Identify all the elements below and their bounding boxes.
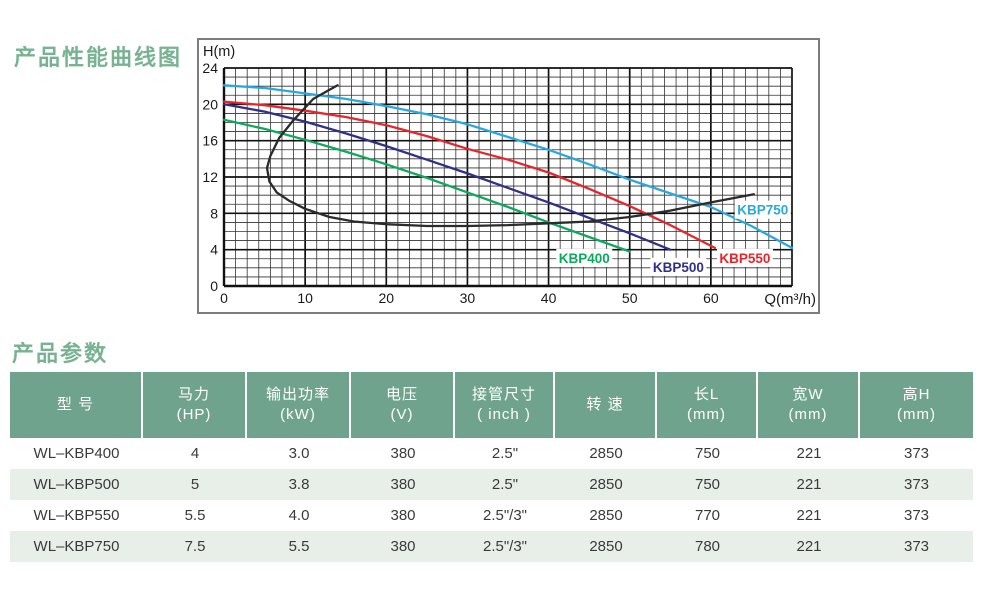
y-axis-title: H(m) xyxy=(203,44,235,60)
curve-label-bg xyxy=(734,200,791,219)
table-row: WL–KBP750 7.5 5.5 380 2.5"/3" 2850 780 2… xyxy=(10,531,973,562)
x-tick-label: 10 xyxy=(297,290,313,306)
col-header-width: 宽W (mm) xyxy=(758,372,860,438)
col-header-horsepower: 马力 (HP) xyxy=(143,372,247,438)
product-parameters-table: 型 号 马力 (HP) 输出功率 (kW) 电压 (V) 接管尺寸( inch ) 转… xyxy=(10,372,973,562)
y-tick-label: 20 xyxy=(202,96,218,112)
curve-label-KBP400: KBP400 xyxy=(559,251,610,266)
curve-label-bg xyxy=(556,248,613,267)
curve-label-bg xyxy=(650,257,707,276)
x-axis-title: Q(m³/h) xyxy=(764,291,816,308)
curve-label-bg xyxy=(716,248,773,267)
cell-model: WL–KBP500 xyxy=(33,476,120,493)
y-tick-label: 0 xyxy=(210,278,218,294)
curve-label-KBP500: KBP500 xyxy=(653,260,704,275)
x-tick-label: 60 xyxy=(703,290,719,306)
table-header-row: 型 号 马力 (HP) 输出功率 (kW) 电压 (V) 接管尺寸( inch ) 转… xyxy=(10,372,973,438)
col-header-voltage: 电压 (V) xyxy=(351,372,455,438)
x-tick-label: 50 xyxy=(622,290,638,306)
y-tick-label: 8 xyxy=(210,205,218,221)
col-header-length: 长L (mm) xyxy=(657,372,758,438)
product-parameters-title: 产品参数 xyxy=(12,341,109,366)
y-tick-label: 16 xyxy=(202,133,218,149)
curve-KBP750 xyxy=(222,84,794,250)
curve-KBP400 xyxy=(222,118,631,253)
y-tick-label: 4 xyxy=(210,242,218,258)
x-tick-label: 30 xyxy=(460,290,476,306)
y-tick-label: 24 xyxy=(202,60,218,76)
x-tick-label: 20 xyxy=(378,290,394,306)
curve-KBP550 xyxy=(222,100,717,250)
table-row: WL–KBP550 5.5 4.0 380 2.5"/3" 2850 770 2… xyxy=(10,500,973,531)
performance-curves-title: 产品性能曲线图 xyxy=(14,45,183,70)
curve-operating-range-envelope xyxy=(265,84,756,228)
col-header-model: 型 号 xyxy=(10,372,143,438)
table-row: WL–KBP500 5 3.8 380 2.5" 2850 750 221 37… xyxy=(10,469,973,500)
cell-model: WL–KBP400 xyxy=(33,445,120,462)
table-row: WL–KBP400 4 3.0 380 2.5" 2850 750 221 37… xyxy=(10,438,973,469)
curve-label-KBP750: KBP750 xyxy=(737,203,788,218)
curve-label-KBP550: KBP550 xyxy=(719,251,770,266)
cell-model: WL–KBP550 xyxy=(33,507,120,524)
col-header-pipe-size: 接管尺寸( inch ) xyxy=(455,372,555,438)
y-tick-label: 12 xyxy=(202,169,218,185)
cell-model: WL–KBP750 xyxy=(33,538,120,555)
col-header-height: 高H (mm) xyxy=(860,372,973,438)
col-header-speed: 转 速 xyxy=(555,372,657,438)
performance-chart-panel: 24 20 16 12 8 4 0 0 10 20 30 40 50 60 H(m) Q(m³/h) KBP75… xyxy=(197,38,820,314)
col-header-output-power: 输出功率 (kW) xyxy=(247,372,351,438)
x-tick-label: 0 xyxy=(220,290,228,306)
x-tick-label: 40 xyxy=(541,290,557,306)
